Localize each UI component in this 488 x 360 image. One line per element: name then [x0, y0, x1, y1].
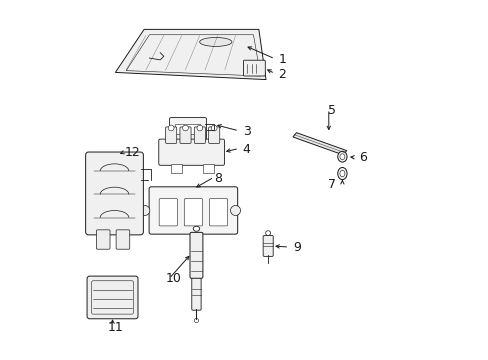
Circle shape [140, 206, 149, 216]
FancyBboxPatch shape [159, 199, 177, 226]
Circle shape [211, 125, 217, 131]
Text: 6: 6 [359, 151, 366, 164]
Ellipse shape [193, 226, 199, 231]
FancyBboxPatch shape [184, 199, 202, 226]
Circle shape [194, 319, 198, 323]
FancyBboxPatch shape [169, 118, 206, 140]
Text: 4: 4 [242, 143, 250, 156]
Ellipse shape [265, 231, 270, 235]
FancyBboxPatch shape [191, 276, 201, 310]
FancyBboxPatch shape [87, 276, 138, 319]
Text: 3: 3 [242, 125, 250, 138]
FancyBboxPatch shape [194, 127, 205, 143]
Text: 11: 11 [107, 321, 123, 334]
FancyBboxPatch shape [116, 230, 129, 249]
Ellipse shape [337, 167, 346, 180]
FancyBboxPatch shape [165, 127, 176, 143]
FancyBboxPatch shape [263, 235, 273, 256]
FancyBboxPatch shape [85, 152, 143, 235]
FancyBboxPatch shape [243, 60, 265, 76]
FancyBboxPatch shape [159, 139, 224, 165]
Text: 5: 5 [327, 104, 336, 117]
Text: 7: 7 [327, 178, 336, 191]
FancyBboxPatch shape [149, 187, 237, 234]
Bar [171, 163, 182, 173]
Circle shape [168, 125, 174, 131]
Polygon shape [126, 35, 260, 76]
Circle shape [197, 125, 203, 131]
FancyBboxPatch shape [190, 232, 203, 278]
Bar [203, 163, 214, 173]
Polygon shape [115, 30, 265, 80]
Ellipse shape [337, 151, 346, 162]
Text: 1: 1 [278, 53, 286, 66]
Circle shape [182, 125, 188, 131]
FancyBboxPatch shape [208, 127, 219, 143]
Text: 8: 8 [214, 172, 222, 185]
Ellipse shape [199, 37, 231, 46]
Polygon shape [292, 133, 346, 155]
FancyBboxPatch shape [96, 230, 110, 249]
Text: 12: 12 [124, 145, 140, 158]
FancyBboxPatch shape [180, 127, 191, 143]
Text: 2: 2 [278, 68, 286, 81]
Circle shape [230, 206, 240, 216]
FancyBboxPatch shape [209, 199, 227, 226]
Ellipse shape [339, 154, 344, 159]
Text: 10: 10 [165, 272, 181, 285]
Ellipse shape [339, 170, 344, 177]
Text: 9: 9 [292, 240, 300, 253]
Bar [174, 124, 199, 134]
